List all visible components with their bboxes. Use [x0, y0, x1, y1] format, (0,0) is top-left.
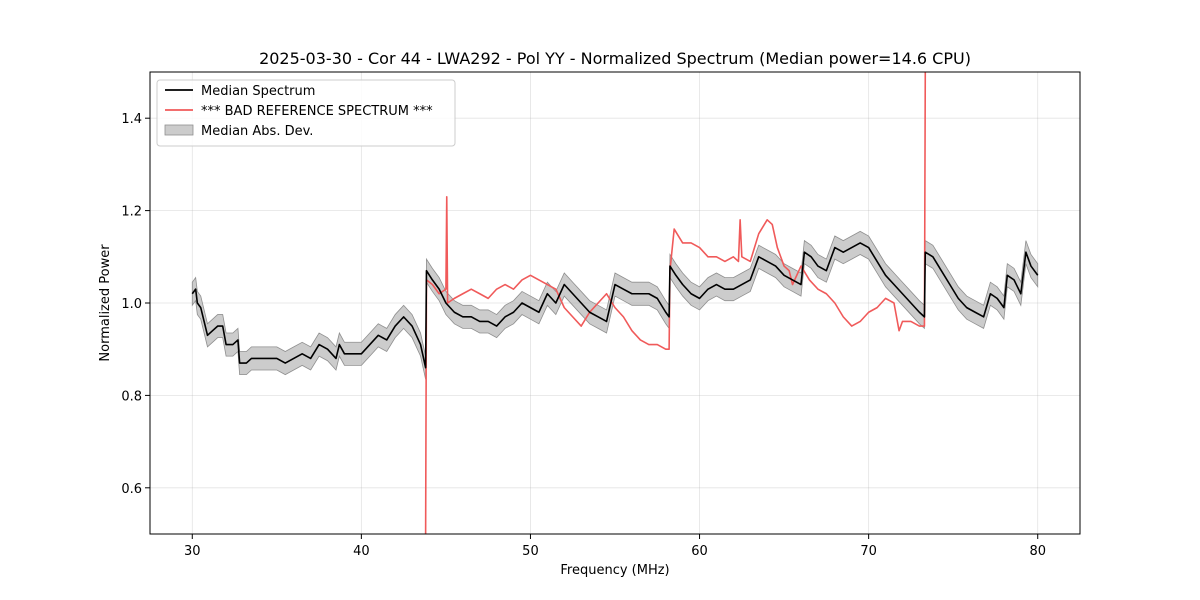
y-tick-label: 1.0 — [121, 297, 142, 312]
chart-title: 2025-03-30 - Cor 44 - LWA292 - Pol YY - … — [259, 49, 971, 68]
x-tick-label: 30 — [184, 544, 201, 559]
x-axis: 30 40 50 60 70 80 — [184, 534, 1046, 559]
legend-box — [156, 79, 456, 147]
legend-mad-swatch — [164, 124, 194, 136]
x-tick-label: 60 — [691, 544, 708, 559]
y-tick-label: 1.2 — [121, 205, 142, 220]
x-axis-label: Frequency (MHz) — [560, 563, 669, 578]
legend-mad-label: Median Abs. Dev. — [201, 124, 313, 139]
x-tick-label: 80 — [1029, 544, 1046, 559]
legend-median-label: Median Spectrum — [201, 84, 315, 99]
x-tick-label: 50 — [522, 544, 539, 559]
y-axis-label: Normalized Power — [98, 244, 113, 362]
x-tick-label: 40 — [353, 544, 370, 559]
plot-area — [191, 71, 1039, 535]
y-tick-label: 0.8 — [121, 389, 142, 404]
median-spectrum-line — [191, 242, 1039, 369]
x-tick-label: 70 — [860, 544, 877, 559]
legend: Median Spectrum *** BAD REFERENCE SPECTR… — [156, 79, 456, 147]
y-tick-label: 1.4 — [121, 112, 142, 127]
bad-reference-line — [424, 71, 927, 535]
y-axis: 0.6 0.8 1.0 1.2 1.4 — [121, 112, 150, 497]
median-abs-dev-band — [191, 230, 1039, 380]
y-tick-label: 0.6 — [121, 482, 142, 497]
legend-bad-reference-label: *** BAD REFERENCE SPECTRUM *** — [201, 104, 433, 119]
